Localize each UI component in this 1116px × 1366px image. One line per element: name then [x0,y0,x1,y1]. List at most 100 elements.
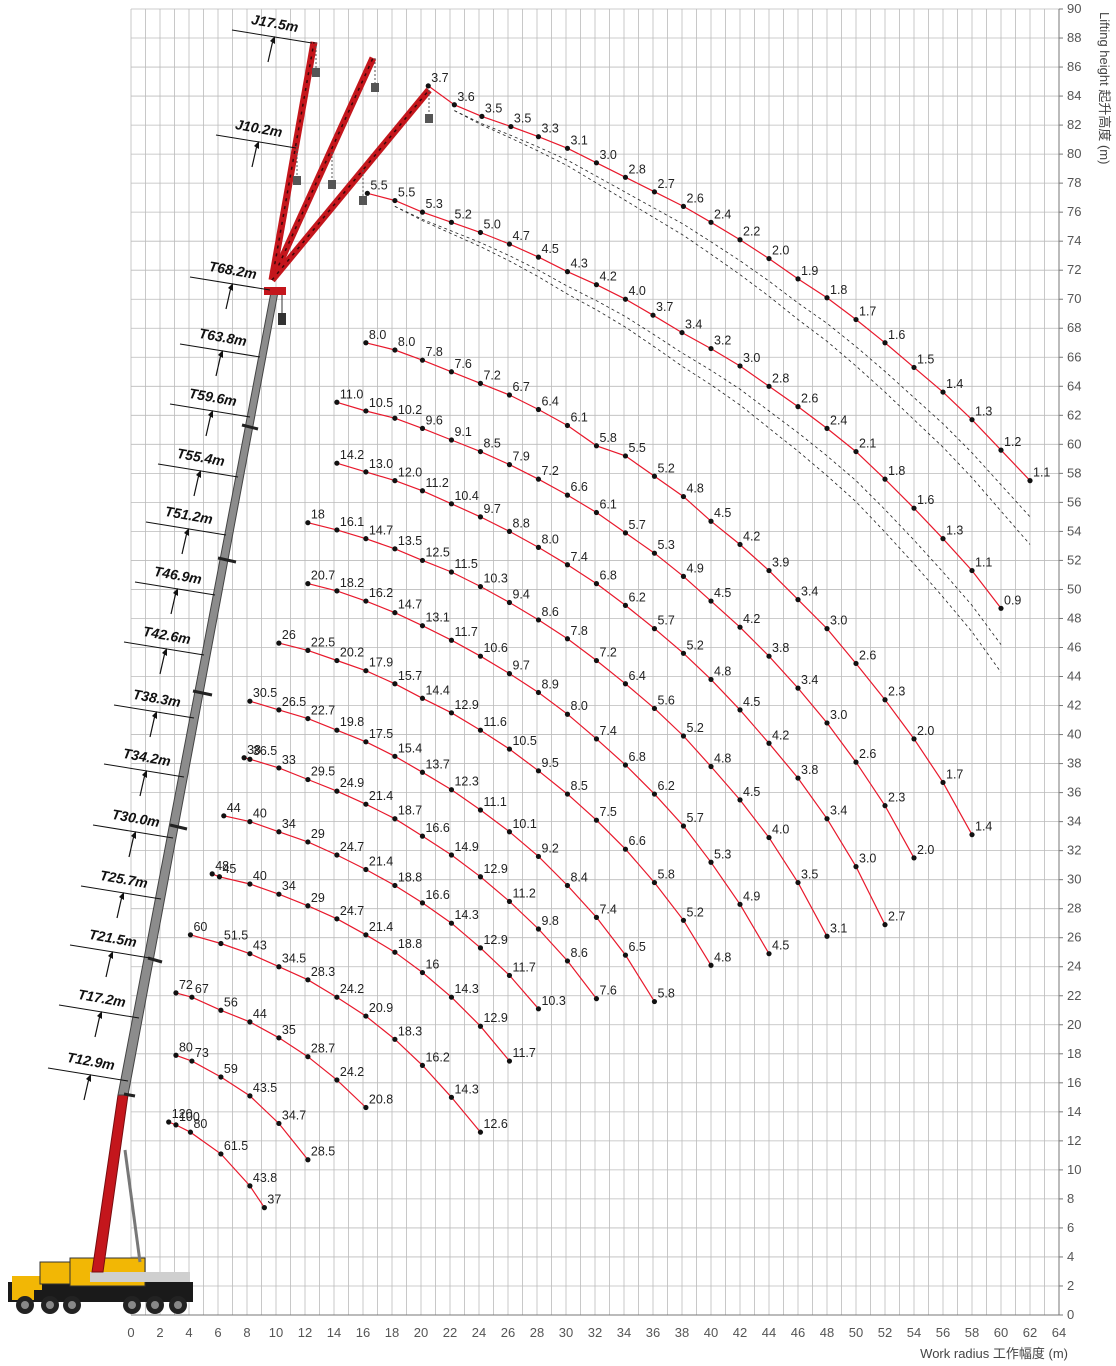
data-label: 11.2 [425,476,448,490]
data-point [737,541,743,548]
data-point [998,447,1004,453]
x-tick-label: 24 [472,1325,486,1340]
boom-label-T63.8m: T63.8m [179,325,261,377]
y-tick-label: 50 [1067,581,1081,596]
data-point [535,926,542,932]
data-point [392,546,398,552]
data-label: 61.5 [224,1139,248,1153]
data-label: 8.6 [541,605,558,619]
series-line [249,700,656,1002]
series-T63.8m: 11.0 10.5 10.29.6 9.1 8.5 7.9 7.2 6.6 6.1 5.7 5.3 4… [334,387,934,861]
data-label: 3.0 [830,708,847,722]
data-label: 56 [224,995,238,1009]
data-label: 8.4 [570,870,587,884]
data-point [247,1093,253,1099]
up-arrow-icon [116,895,123,919]
data-point [882,697,888,703]
data-point [795,404,801,410]
data-point [680,823,687,829]
y-tick-label: 40 [1067,727,1081,742]
data-point [419,425,426,431]
data-label: 8.9 [541,677,558,691]
data-label: 1.3 [946,524,963,538]
data-point [419,209,426,215]
envelope-line [394,206,1002,673]
data-point [766,740,772,746]
data-point [708,859,714,865]
data-label: 1.9 [801,264,818,278]
data-label: 10.3 [541,994,565,1008]
data-point [448,710,455,716]
data-point [419,695,426,701]
data-point [680,203,687,209]
up-arrow-icon [170,591,177,615]
data-label: 20.9 [369,1001,393,1015]
data-point [334,788,340,794]
boom-label-underline [169,403,251,418]
data-point [651,626,658,632]
data-point [448,994,455,1000]
x-tick-label: 44 [762,1325,776,1340]
data-point [911,364,917,371]
envelope-line [454,110,1031,518]
data-point [940,536,946,542]
data-label: 45 [222,862,236,876]
y-tick-label: 76 [1067,204,1081,219]
data-label: 7.9 [512,450,529,464]
data-point [419,769,426,775]
data-point [247,819,253,825]
data-point [564,422,571,429]
data-label: 1.6 [917,493,934,507]
boom-label-underline [215,134,297,149]
data-label: 17.5 [369,727,393,741]
data-label: 9.6 [425,413,442,427]
data-label: 12.6 [483,1117,507,1131]
data-label: 43.8 [253,1171,277,1185]
y-tick-label: 2 [1067,1278,1074,1293]
data-label: 40 [253,807,267,821]
data-label: 6.6 [628,834,645,848]
data-label: 4.5 [743,785,760,799]
arrow-head-icon [254,141,259,149]
data-point [247,1019,253,1025]
series-line [211,873,510,1062]
data-point [218,940,224,947]
data-label: 120 [172,1107,193,1121]
data-point [535,768,542,774]
data-point [419,1062,426,1069]
data-label: 11.7 [454,625,477,639]
arrow-head-icon [173,588,178,596]
data-point [593,914,600,920]
x-tick-label: 34 [617,1325,631,1340]
up-arrow-icon [94,1014,101,1038]
y-tick-label: 60 [1067,436,1081,451]
boom-length-text: T25.7m [99,867,149,891]
data-label: 3.0 [859,852,876,866]
data-point [998,605,1004,611]
data-label: 1.4 [975,820,992,834]
data-label: 5.5 [370,178,387,192]
data-label: 6.7 [512,380,529,394]
data-label: 11.2 [512,886,535,900]
data-label: 10.5 [512,734,536,748]
data-point [448,920,455,926]
y-tick-label: 26 [1067,930,1081,945]
data-point [477,448,484,455]
data-point [419,357,426,363]
data-point [622,762,629,768]
boom-label-T30.0m: T30.0m [92,806,174,858]
boom-label-T55.4m: T55.4m [157,445,239,497]
data-point [506,746,513,752]
data-label: 8.5 [570,779,587,793]
data-point [651,189,658,195]
data-point [680,650,687,656]
data-point [479,113,485,119]
data-point [824,295,830,301]
data-point [218,1074,224,1080]
data-point [651,705,658,712]
data-label: 28.3 [311,965,335,979]
data-label: 12.9 [483,1011,507,1025]
data-point [766,255,772,262]
data-label: 7.2 [483,368,500,382]
